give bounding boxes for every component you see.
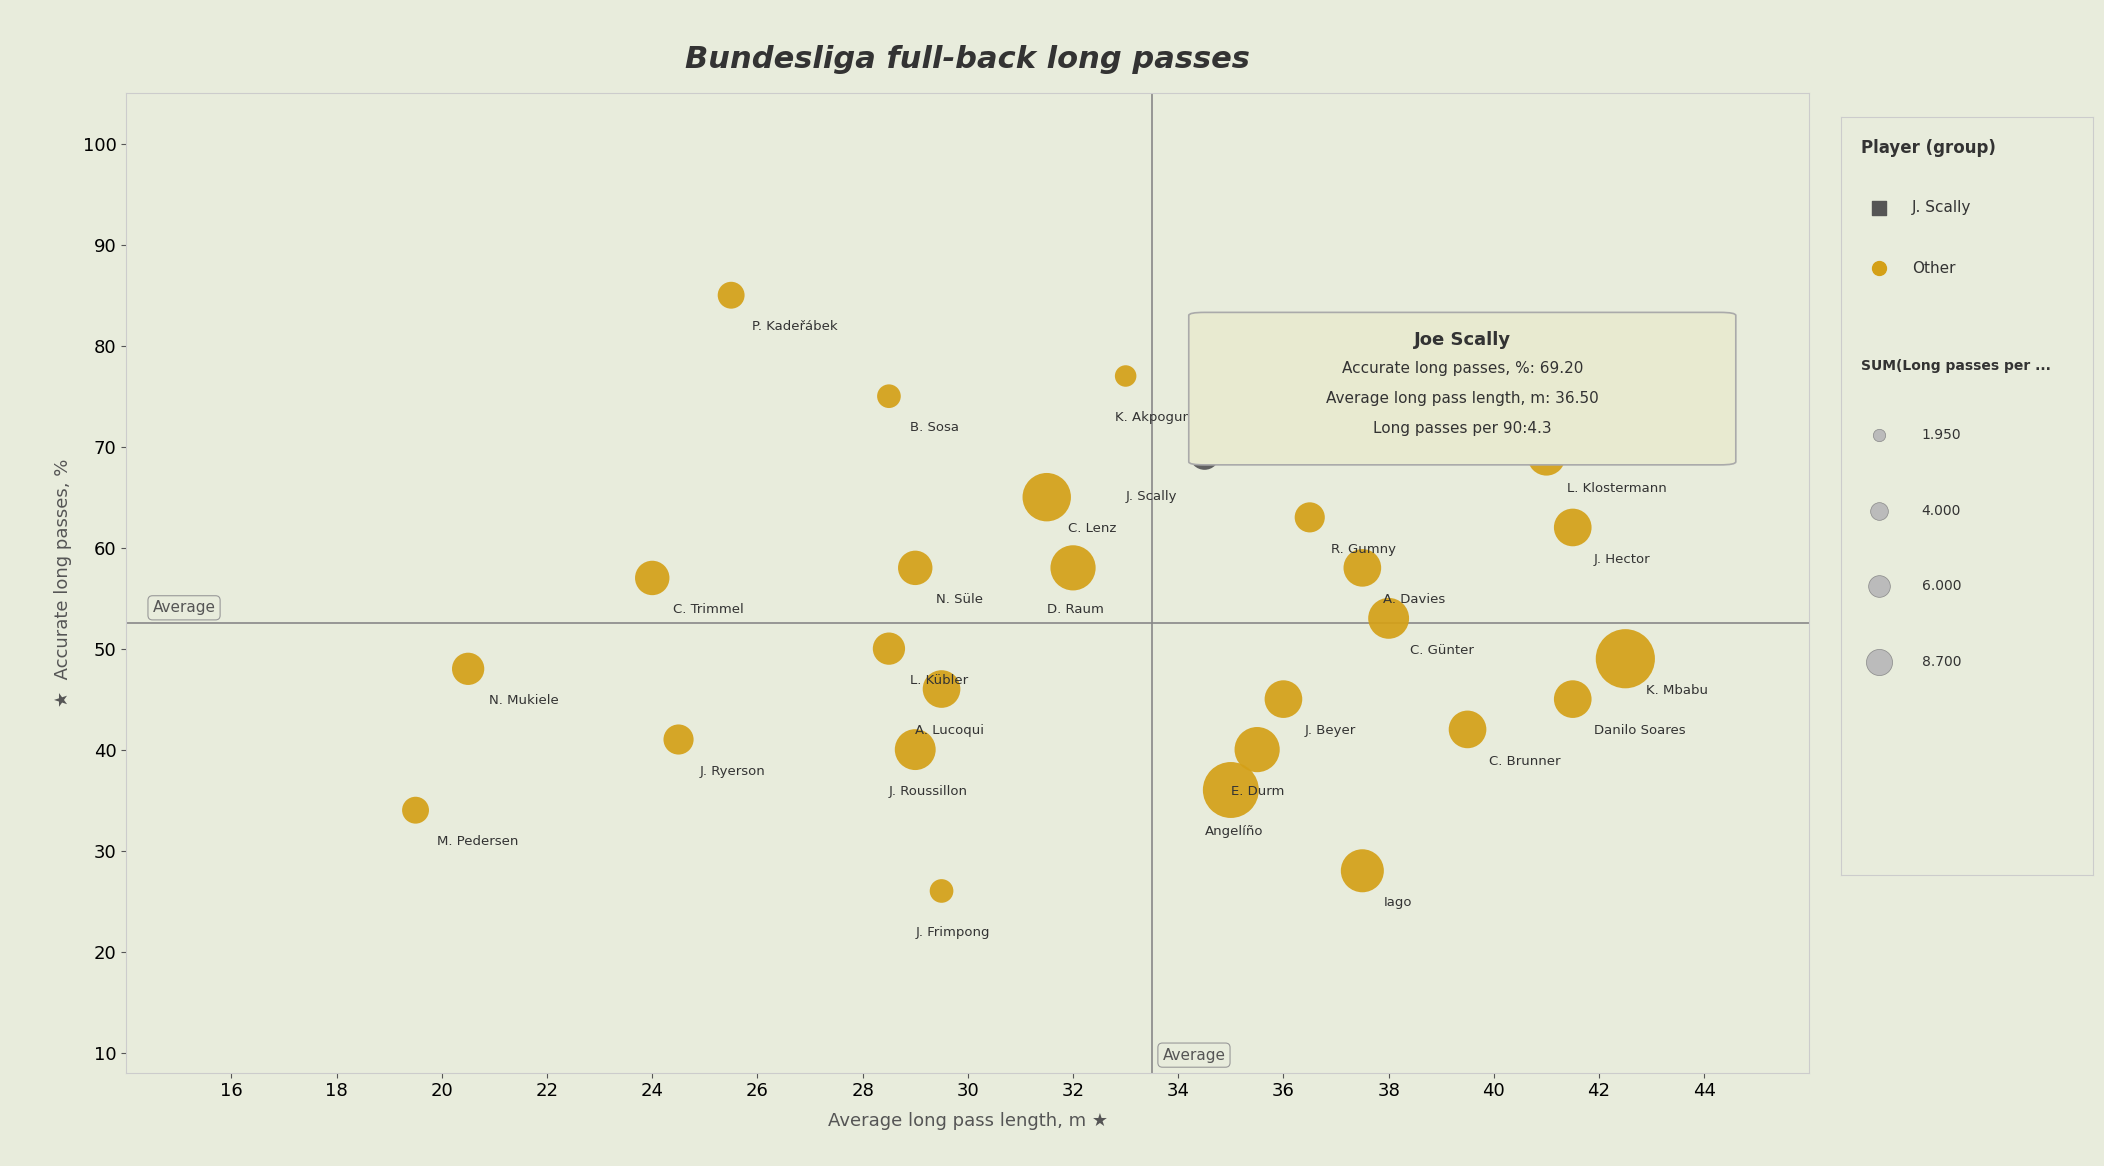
Text: C. Brunner: C. Brunner (1490, 754, 1559, 767)
Text: E. Durm: E. Durm (1231, 785, 1283, 798)
Text: Angelíño: Angelíño (1206, 826, 1262, 838)
Text: N. Süle: N. Süle (936, 593, 983, 606)
Text: Average: Average (154, 600, 215, 616)
Text: J. Hector: J. Hector (1595, 553, 1650, 566)
Point (1530, 448, 1563, 466)
Text: 6.000: 6.000 (1921, 580, 1961, 593)
Point (1452, 721, 1485, 739)
Text: Joe Scally: Joe Scally (1414, 331, 1511, 349)
Text: J. Roussillon: J. Roussillon (890, 785, 968, 798)
Text: Average: Average (1164, 1047, 1225, 1062)
Text: K. Akpoguma: K. Akpoguma (1115, 412, 1203, 424)
Point (635, 569, 669, 588)
Text: J. Frimpong: J. Frimpong (915, 926, 989, 940)
Point (1056, 559, 1090, 577)
Point (1109, 366, 1142, 385)
Text: C. Lenz: C. Lenz (1069, 522, 1115, 535)
Point (715, 286, 749, 304)
FancyBboxPatch shape (1189, 312, 1736, 465)
Text: B. Sosa: B. Sosa (909, 421, 959, 435)
Text: J. Scally: J. Scally (1126, 490, 1176, 503)
Point (1319, 407, 1353, 426)
Point (1610, 649, 1643, 668)
Point (1189, 445, 1222, 464)
Text: C. Günter: C. Günter (1410, 644, 1473, 656)
Text: M. Pedersen: M. Pedersen (436, 835, 518, 849)
Point (663, 730, 696, 749)
Text: N. Mukiele: N. Mukiele (490, 694, 560, 707)
Point (1372, 609, 1405, 627)
Text: M. Meyerhöfer: M. Meyerhöfer (1357, 442, 1454, 455)
Title: Bundesliga full-back long passes: Bundesliga full-back long passes (686, 45, 1250, 75)
Text: 4.000: 4.000 (1921, 504, 1961, 518)
Point (926, 680, 959, 698)
Text: Iago: Iago (1384, 895, 1412, 909)
Point (1557, 518, 1591, 536)
Point (1241, 740, 1275, 759)
Point (1347, 559, 1380, 577)
Text: Player (group): Player (group) (1862, 140, 1997, 157)
Point (1294, 508, 1328, 527)
Text: SUM(Long passes per ...: SUM(Long passes per ... (1862, 359, 2051, 373)
Text: 8.700: 8.700 (1921, 655, 1961, 669)
Point (898, 740, 932, 759)
Text: L. Kübler: L. Kübler (909, 674, 968, 687)
Point (873, 387, 907, 406)
Point (926, 881, 959, 900)
Text: C. Trimmel: C. Trimmel (673, 603, 745, 616)
Text: R. Gumny: R. Gumny (1332, 542, 1395, 556)
Text: Accurate long passes, %: 69.20: Accurate long passes, %: 69.20 (1342, 360, 1582, 375)
Text: K. Mbabu: K. Mbabu (1647, 684, 1708, 697)
Text: J. Ryerson: J. Ryerson (701, 765, 766, 778)
Point (898, 559, 932, 577)
Point (452, 660, 486, 679)
Point (1214, 781, 1248, 800)
Text: Average long pass length, m: 36.50: Average long pass length, m: 36.50 (1326, 391, 1599, 406)
Point (1267, 690, 1300, 709)
Point (1031, 487, 1065, 506)
Text: 1.950: 1.950 (1921, 428, 1961, 442)
Text: L. Klostermann: L. Klostermann (1567, 482, 1666, 496)
Point (1557, 690, 1591, 709)
Text: P. Kadeřábek: P. Kadeřábek (753, 321, 837, 333)
Text: J. Beyer: J. Beyer (1304, 724, 1355, 737)
Point (1347, 862, 1380, 880)
Text: Danilo Soares: Danilo Soares (1595, 724, 1685, 737)
Text: Long passes per 90:4.3: Long passes per 90:4.3 (1374, 421, 1551, 436)
Point (400, 801, 433, 820)
Text: D. Raum: D. Raum (1048, 603, 1105, 616)
Text: J. Scally: J. Scally (1913, 201, 1971, 215)
Y-axis label: ★  Accurate long passes, %: ★ Accurate long passes, % (53, 458, 72, 708)
Text: A. Davies: A. Davies (1384, 593, 1445, 606)
Text: Other: Other (1913, 261, 1955, 275)
Text: A. Lucoqui: A. Lucoqui (915, 724, 985, 737)
X-axis label: Average long pass length, m ★: Average long pass length, m ★ (827, 1111, 1109, 1130)
Point (873, 639, 907, 658)
